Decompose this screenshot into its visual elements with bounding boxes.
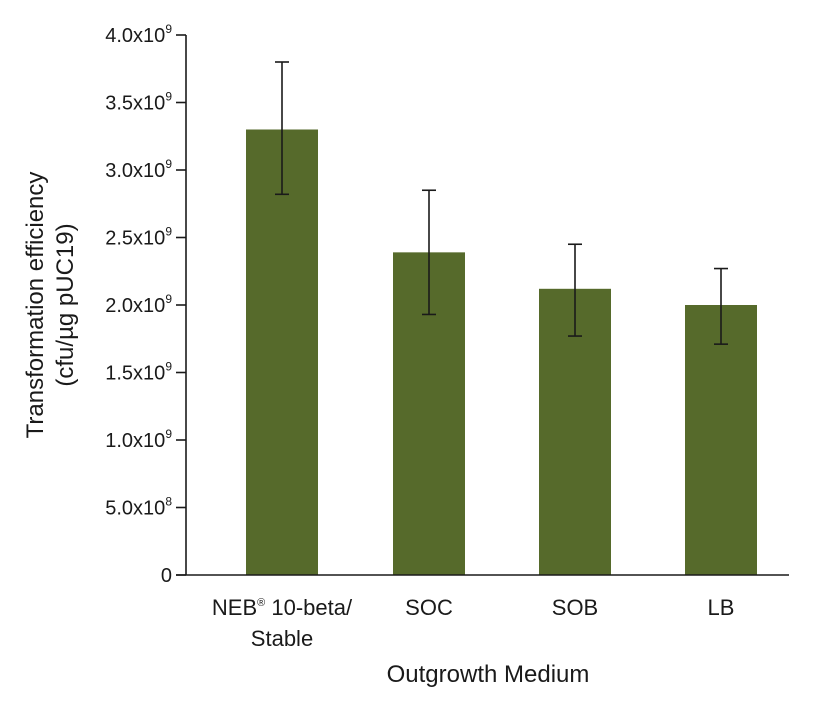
y-tick-label: 5.0x108 — [105, 495, 172, 520]
error-bar — [422, 189, 436, 316]
x-tick-label: SOB — [552, 595, 598, 620]
x-tick-label: LB — [708, 595, 735, 620]
error-bar — [275, 61, 289, 196]
y-tick-label: 4.0x109 — [105, 22, 172, 47]
x-axis-title: Outgrowth Medium — [387, 661, 590, 688]
y-axis-ticks: 0 5.0x108 1.0x109 1.5x109 2.0x109 2.5x109 3.0x… — [105, 22, 186, 587]
x-tick-label: NEB® 10-beta/Stable — [212, 595, 353, 651]
x-tick-label: SOC — [405, 595, 453, 620]
bars — [246, 129, 757, 575]
y-tick-label: 0 — [161, 565, 172, 587]
y-tick-label: 3.0x109 — [105, 157, 172, 182]
error-bars — [275, 61, 728, 345]
y-tick-label: 2.5x109 — [105, 225, 172, 250]
bar — [685, 305, 757, 575]
x-axis-tick-labels: NEB® 10-beta/Stable SOC SOB LB — [212, 595, 735, 651]
y-axis-title: Transformation efficiency (cfu/µg pUC19) — [22, 172, 79, 439]
y-tick-label: 1.0x109 — [105, 427, 172, 452]
bar — [246, 129, 318, 575]
y-tick-label: 3.5x109 — [105, 90, 172, 115]
y-tick-label: 1.5x109 — [105, 360, 172, 385]
error-bar — [568, 243, 582, 337]
y-tick-label: 2.0x109 — [105, 292, 172, 317]
error-bar — [714, 267, 728, 345]
